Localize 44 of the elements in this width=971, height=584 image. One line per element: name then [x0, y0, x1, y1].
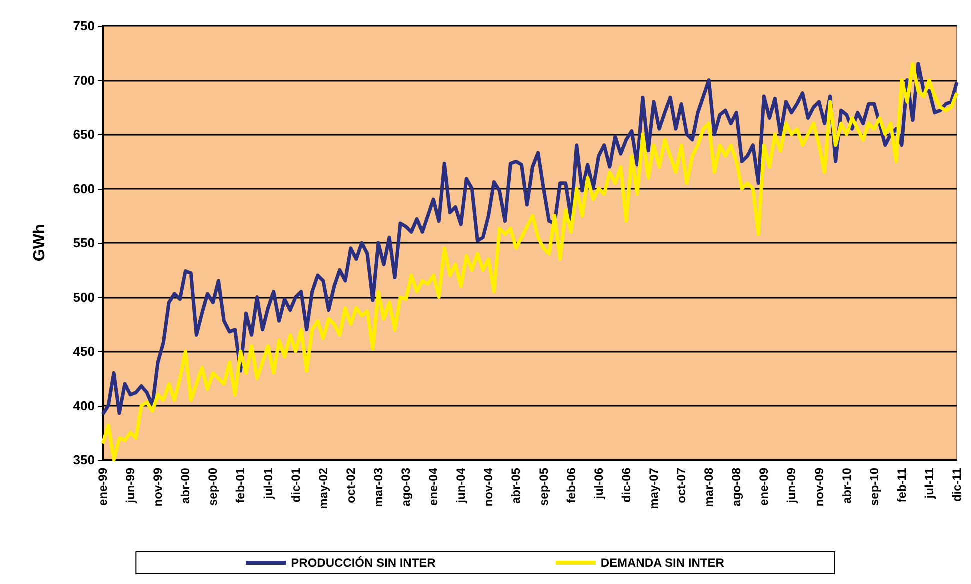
y-tick-label: 600 — [73, 181, 95, 196]
x-tick-label: abr-00 — [178, 468, 193, 504]
x-tick-label: may-07 — [646, 468, 661, 510]
x-tick-label: feb-11 — [894, 468, 909, 503]
x-tick-label: oct-02 — [344, 468, 358, 504]
x-tick-label: mar-08 — [702, 468, 716, 508]
x-tick-label: ene-04 — [426, 468, 441, 506]
x-tick-label: jun-04 — [454, 468, 468, 504]
x-tick-label: nov-09 — [812, 468, 826, 507]
y-tick-label: 650 — [73, 127, 95, 142]
y-tick-label: 350 — [73, 452, 95, 468]
x-tick-label: feb-01 — [234, 468, 248, 504]
y-tick-label: 700 — [73, 72, 95, 88]
x-tick-label: may-02 — [316, 468, 330, 510]
y-tick-label: 450 — [73, 344, 95, 359]
x-tick-label: abr-05 — [509, 468, 524, 504]
x-tick-label: nov-04 — [482, 468, 496, 507]
x-tick-label: dic-06 — [619, 468, 634, 503]
x-tick-label: sep-05 — [536, 468, 551, 506]
x-tick-label: mar-03 — [371, 468, 386, 508]
x-tick-label: jun-99 — [124, 468, 138, 504]
x-tick-label: ene-09 — [757, 468, 772, 506]
x-tick-label: sep-10 — [867, 468, 882, 506]
x-tick-label: oct-07 — [674, 468, 689, 504]
y-tick-label: 550 — [73, 236, 95, 250]
legend-label: PRODUCCIÓN SIN INTER — [291, 556, 436, 570]
y-axis-title: GWh — [32, 224, 48, 262]
x-tick-label: dic-01 — [288, 468, 303, 503]
x-tick-label: nov-99 — [151, 468, 166, 507]
x-tick-label: ago-08 — [730, 468, 744, 507]
x-tick-label: jun-09 — [784, 468, 799, 504]
x-tick-label: ago-03 — [399, 468, 414, 507]
x-tick-label: sep-00 — [206, 468, 220, 506]
y-tick-label: 750 — [73, 18, 95, 34]
x-tick-label: dic-11 — [950, 468, 964, 502]
x-tick-label: abr-10 — [840, 468, 854, 504]
legend-label: DEMANDA SIN INTER — [600, 556, 725, 570]
y-tick-label: 500 — [73, 290, 95, 305]
x-tick-label: feb-06 — [564, 468, 578, 504]
x-tick-label: jul-06 — [592, 468, 606, 500]
y-tick-label: 400 — [73, 398, 95, 414]
x-tick-label: jul-01 — [261, 468, 276, 500]
x-tick-label: jul-11 — [922, 468, 936, 500]
x-tick-label: ene-99 — [96, 468, 110, 506]
